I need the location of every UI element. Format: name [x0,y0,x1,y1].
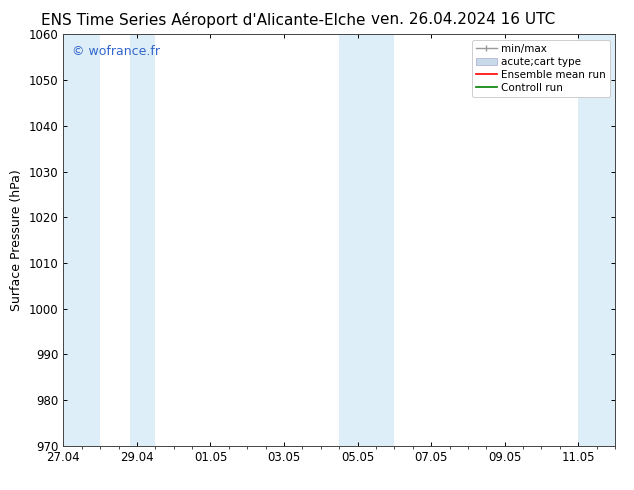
Text: ENS Time Series Aéroport d'Alicante-Elche: ENS Time Series Aéroport d'Alicante-Elch… [41,12,365,28]
Text: © wofrance.fr: © wofrance.fr [72,45,160,58]
Bar [339,34,394,446]
Bar [129,34,155,446]
Bar [578,34,615,446]
Text: ven. 26.04.2024 16 UTC: ven. 26.04.2024 16 UTC [371,12,555,27]
Bar [63,34,100,446]
Y-axis label: Surface Pressure (hPa): Surface Pressure (hPa) [10,169,23,311]
Legend: min/max, acute;cart type, Ensemble mean run, Controll run: min/max, acute;cart type, Ensemble mean … [472,40,610,97]
